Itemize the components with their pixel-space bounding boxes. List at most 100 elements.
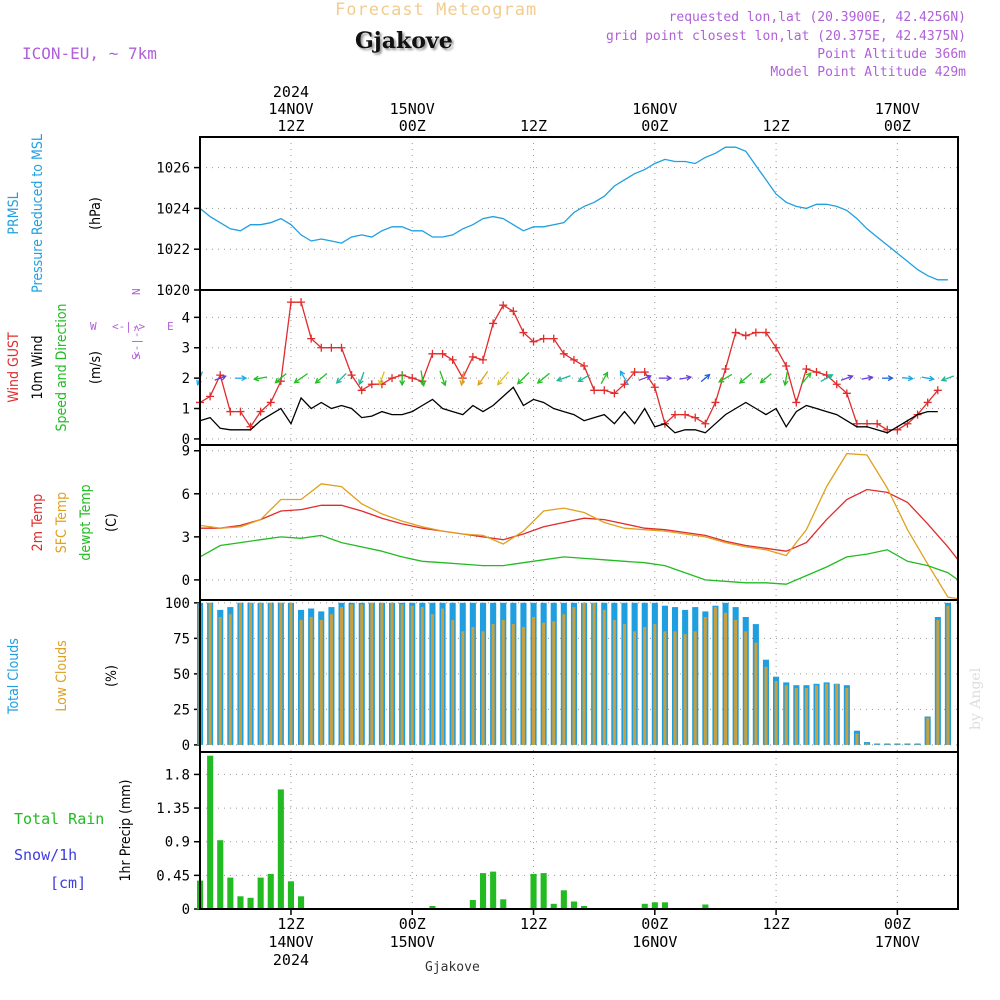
wind-arrow-shaft <box>760 373 772 384</box>
time-label-bottom: 15NOV <box>390 933 435 951</box>
wind-arrow-shaft <box>578 374 590 382</box>
wind-arrow-head <box>314 377 321 384</box>
compass-arrow-we: <-|-> <box>112 320 145 333</box>
time-label-top: 12Z <box>277 117 304 135</box>
wind-arrow <box>940 375 955 382</box>
wind-arrow-head <box>399 380 406 387</box>
bar-total-rain <box>287 881 294 909</box>
meteogram-title: Forecast Meteogram <box>335 0 538 20</box>
wind-arrow-shaft <box>420 370 425 386</box>
bar-low-clouds <box>430 614 434 745</box>
gust-marker <box>832 380 841 389</box>
wind-arrow-head <box>420 380 426 387</box>
bar-low-clouds <box>845 688 849 745</box>
time-label-top: 00Z <box>641 117 668 135</box>
wind-arrow <box>882 375 894 382</box>
wind-arrow-head <box>847 374 854 381</box>
bar-low-clouds <box>370 602 374 745</box>
wind-arrow-shaft <box>739 372 752 384</box>
wind-arrow-head <box>335 377 342 384</box>
time-label-top: 16NOV <box>632 100 677 118</box>
bar-total-rain <box>217 840 224 909</box>
bar-low-clouds <box>451 619 455 745</box>
time-label-bottom: 12Z <box>763 915 790 933</box>
wind-arrow-shaft <box>820 374 833 383</box>
bar-total-rain <box>469 900 476 909</box>
wind-arrow-head <box>555 376 563 382</box>
wind-arrow <box>820 374 834 383</box>
bar-total-rain <box>540 873 547 909</box>
gust-marker <box>761 328 770 337</box>
bar-total-rain <box>247 897 254 909</box>
wind-arrow-head <box>704 373 711 380</box>
panel-frame-wind <box>199 289 959 446</box>
wind-arrow-shaft <box>840 375 853 381</box>
y-tick-label: 0.9 <box>165 835 190 851</box>
gust-marker <box>782 361 791 370</box>
bar-total-clouds <box>914 743 921 745</box>
wind-arrow <box>274 373 287 384</box>
model-name: ICON-EU, ~ 7km <box>22 44 157 63</box>
requested-coordinates: requested lon,lat (20.3900E, 42.4256N) <box>668 10 966 25</box>
bar-total-rain <box>257 877 264 909</box>
panel-pressure: 1020 1022 1024 1026 PRMSL Pressure Reduced to… <box>6 134 959 299</box>
bar-low-clouds <box>562 614 566 745</box>
wind-arrow-head <box>645 374 652 381</box>
bar-low-clouds <box>299 619 303 745</box>
gust-marker <box>226 407 235 416</box>
wind-arrow <box>516 372 530 385</box>
gust-marker <box>620 380 629 389</box>
gust-marker <box>933 386 942 395</box>
bar-low-clouds <box>511 624 515 745</box>
wind-arrow-head <box>477 379 484 386</box>
gust-marker <box>590 386 599 395</box>
bar-total-rain <box>530 873 537 909</box>
panel-clouds: 0 25 50 75 100 Total Clouds Low Clouds (%) <box>6 596 959 754</box>
compass-e: E <box>167 320 174 333</box>
y-tick-label: 0 <box>182 432 190 448</box>
gust-marker <box>650 383 659 392</box>
gust-marker <box>317 343 326 352</box>
wind-arrow-shaft <box>336 372 347 384</box>
location-name: Gjakove <box>355 28 453 54</box>
bar-low-clouds <box>532 617 535 745</box>
panel-label: Low Clouds <box>54 640 70 711</box>
bar-low-clouds <box>249 602 252 745</box>
bar-low-clouds <box>279 602 283 745</box>
wind-arrow <box>335 372 347 384</box>
gust-marker <box>580 361 589 370</box>
bar-low-clouds <box>360 604 364 745</box>
y-tick-label: 0.45 <box>156 868 190 884</box>
wind-arrow <box>902 375 914 382</box>
bar-low-clouds <box>461 631 465 745</box>
wind-arrow-shaft <box>460 371 465 386</box>
panel-label: 2m Temp <box>30 494 46 552</box>
bar-low-clouds <box>633 631 637 745</box>
wind-arrow <box>399 371 406 387</box>
panel-frame-precip <box>199 751 959 910</box>
bar-low-clouds <box>552 621 556 745</box>
bar-low-clouds <box>744 631 748 745</box>
bar-total-rain <box>267 873 274 909</box>
gust-marker <box>721 365 730 374</box>
wind-arrow <box>679 374 693 381</box>
bar-total-rain <box>480 873 487 909</box>
gust-marker <box>741 331 750 340</box>
time-label-top: 14NOV <box>268 100 313 118</box>
bar-low-clouds <box>420 607 424 745</box>
bar-low-clouds <box>542 622 546 745</box>
wind-arrow-head <box>867 374 874 381</box>
panel-label: Speed and Direction <box>54 303 70 431</box>
compass-rose: W <-|-> E <-|-> N S <box>90 288 174 360</box>
gust-marker <box>367 380 376 389</box>
panel-wind: 0 1 2 3 4 W <-|-> E <-|-> N S Wind GUST 10m Wind Spee… <box>6 288 959 448</box>
wind-arrow-head <box>940 376 947 382</box>
gust-marker <box>509 307 518 316</box>
bar-total-rain <box>661 902 668 909</box>
bar-low-clouds <box>855 733 859 745</box>
credit-watermark: by Angel <box>968 667 984 730</box>
series-line-temperature-0 <box>200 488 959 561</box>
gust-marker <box>539 334 548 343</box>
y-tick-label: 1.35 <box>156 801 190 817</box>
time-label-top: 17NOV <box>875 100 920 118</box>
